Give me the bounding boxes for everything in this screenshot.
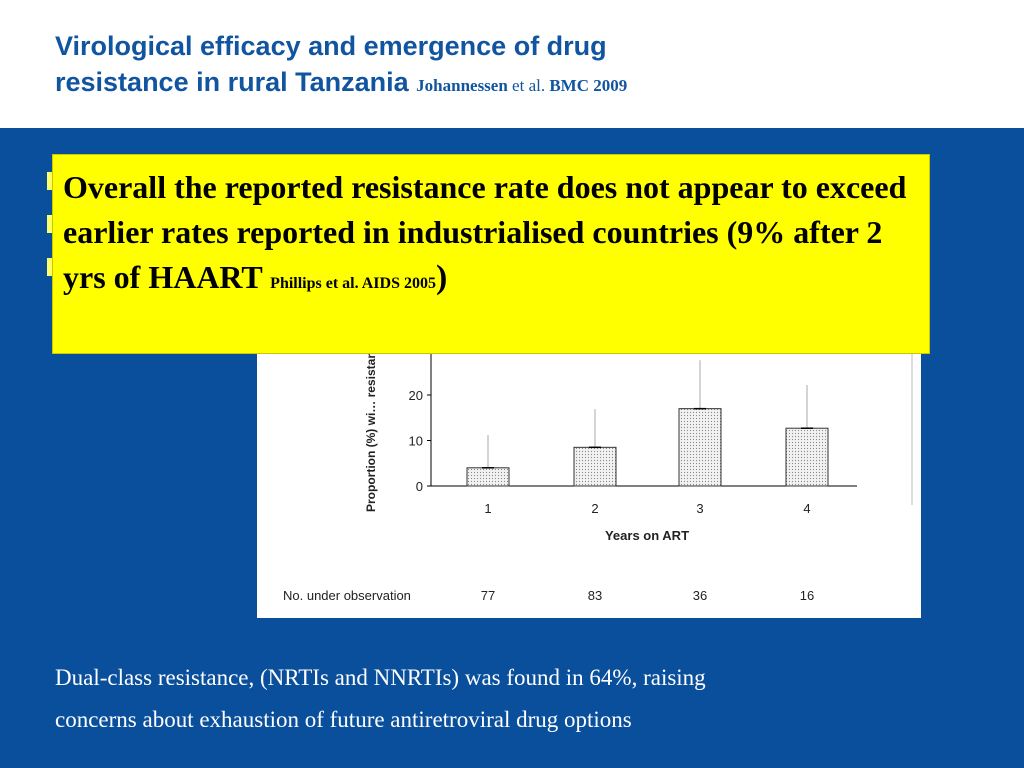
citation: Johannessen et al. BMC 2009 [416,76,627,95]
y-tick-label: 20 [409,388,423,403]
footer-line-1: Dual-class resistance, (NRTIs and NNRTIs… [55,665,706,690]
x-tick-label: 2 [591,501,598,516]
footer-line-2: concerns about exhaustion of future anti… [55,707,632,732]
bar [573,446,617,487]
table-cell: 77 [481,588,495,603]
callout-box: Overall the reported resistance rate doe… [52,154,930,354]
y-ticks: 0 10 20 [409,388,431,494]
observation-table-row: No. under observation 77 83 36 16 [283,588,814,603]
chart-figure: 0 10 20 1 2 3 4 Proportion (%) wi… resistance… [257,330,921,618]
citation-journal: BMC 2009 [549,76,628,95]
bar [785,427,829,487]
y-axis-label: Proportion (%) wi… resistance [364,338,378,512]
x-axis-label: Years on ART [605,528,689,543]
hidden-bullet-marker [47,172,53,190]
title-line-1: Virological efficacy and emergence of dr… [55,31,607,61]
callout-text: Overall the reported resistance rate doe… [63,169,907,295]
table-row-label: No. under observation [283,588,411,603]
bar-chart: 0 10 20 1 2 3 4 Proportion (%) wi… resistance… [283,330,913,603]
hidden-bullet-marker [47,258,53,276]
bar [466,467,510,487]
footer-text: Dual-class resistance, (NRTIs and NNRTIs… [55,657,1024,741]
x-ticks: 1 2 3 4 [484,501,810,516]
title-line-2: resistance in rural Tanzania [55,67,409,97]
hidden-bullet-marker [47,215,53,233]
citation-etal: et al. [512,76,546,95]
table-cell: 36 [693,588,707,603]
y-tick-label: 0 [416,479,423,494]
bar [678,408,722,487]
x-tick-label: 3 [696,501,703,516]
citation-author: Johannessen [416,76,508,95]
x-tick-label: 4 [803,501,810,516]
slide-header: Virological efficacy and emergence of dr… [0,0,1024,128]
table-cell: 16 [800,588,814,603]
callout-reference: Phillips et al. AIDS 2005 [270,275,436,292]
x-tick-label: 1 [484,501,491,516]
callout-close-paren: ) [435,259,448,296]
table-cell: 83 [588,588,602,603]
bars [466,360,829,487]
y-tick-label: 10 [409,434,423,449]
slide-title: Virological efficacy and emergence of dr… [55,28,955,104]
